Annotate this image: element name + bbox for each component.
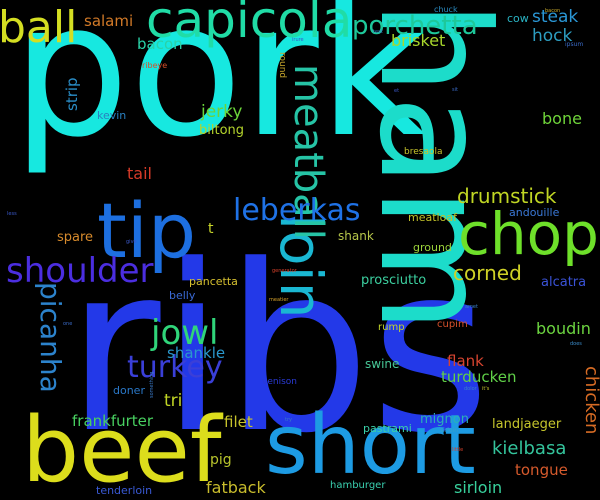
word-one: one bbox=[63, 321, 73, 327]
word-pastrami: pastrami bbox=[363, 422, 412, 435]
word-meatier: meatier bbox=[269, 297, 289, 303]
word-hamburger: hamburger bbox=[330, 480, 386, 491]
word-tri: tri bbox=[164, 391, 183, 411]
word-meatloaf: meatloaf bbox=[408, 211, 457, 224]
word-try: try bbox=[285, 417, 292, 423]
word-chicken: chicken bbox=[581, 366, 600, 435]
word-kevin: kevin bbox=[97, 109, 127, 122]
word-leberkas: leberkas bbox=[233, 193, 361, 228]
word-jowl: jowl bbox=[151, 313, 219, 353]
word-hock: hock bbox=[532, 26, 573, 46]
word-pig: pig bbox=[210, 452, 232, 468]
word-ribeye: ribeye bbox=[142, 61, 168, 70]
word-sirloin-small: sirloin bbox=[440, 427, 459, 434]
word-venison: venison bbox=[262, 377, 297, 387]
word-mignon: mignon bbox=[420, 412, 469, 427]
word-little: little bbox=[452, 447, 464, 453]
word-spare: spare bbox=[57, 230, 94, 245]
word-text: text bbox=[373, 29, 383, 35]
word-shoulder: shoulder bbox=[6, 251, 154, 291]
word-picanha: picanha bbox=[34, 282, 67, 393]
word-bone: bone bbox=[542, 109, 582, 128]
word-pancetta: pancetta bbox=[189, 275, 238, 288]
word-shankle: shankle bbox=[167, 344, 226, 362]
word-jerky: jerky bbox=[201, 102, 243, 122]
word-does: does bbox=[570, 341, 582, 347]
word-alcatra: alcatra bbox=[541, 275, 587, 290]
word-kielbasa: kielbasa bbox=[492, 438, 567, 459]
word-t: t bbox=[208, 221, 214, 237]
word-round: round bbox=[277, 52, 287, 79]
word-cow: cow bbox=[507, 12, 529, 25]
word-fatback: fatback bbox=[206, 478, 266, 497]
word-short: short bbox=[265, 398, 476, 493]
word-belly: belly bbox=[169, 289, 196, 302]
word-amet: amet bbox=[465, 304, 478, 310]
word-bresaola: bresaola bbox=[404, 147, 443, 157]
word-brisket: brisket bbox=[391, 31, 446, 50]
word-turkey: turkey bbox=[127, 350, 223, 385]
word-tongue: tongue bbox=[515, 461, 568, 479]
word-et: et bbox=[394, 88, 400, 94]
word-ball: ball bbox=[0, 2, 78, 53]
word-sirloin: sirloin bbox=[454, 478, 503, 497]
word-chuck: chuck bbox=[434, 5, 458, 14]
word-less: less bbox=[7, 211, 17, 217]
word-capicola: capicola bbox=[146, 0, 353, 49]
word-irure: irure bbox=[292, 37, 304, 43]
word-boudin: boudin bbox=[536, 319, 591, 338]
word-cupim: cupim bbox=[437, 319, 468, 330]
word-chop: chop bbox=[458, 200, 599, 268]
word-generator: generator bbox=[272, 268, 297, 274]
word-tip: tip bbox=[97, 186, 197, 275]
word-bacon-small: bacon bbox=[545, 8, 561, 14]
word-give: give bbox=[126, 239, 137, 245]
word-corned: corned bbox=[453, 261, 522, 285]
word-something: something bbox=[149, 371, 155, 398]
word-filet: filet bbox=[224, 413, 253, 431]
word-biltong: biltong bbox=[199, 123, 245, 138]
word-doner: doner bbox=[113, 384, 145, 397]
word-drumstick: drumstick bbox=[457, 184, 557, 208]
word-prosciutto: prosciutto bbox=[361, 273, 427, 288]
word-turducken: turducken bbox=[441, 368, 517, 386]
word-flank: flank bbox=[447, 352, 484, 370]
word-landjaeger: landjaeger bbox=[492, 417, 562, 432]
word-rump: rump bbox=[378, 322, 405, 333]
word-its: it's bbox=[482, 386, 490, 392]
word-andouille: andouille bbox=[509, 206, 560, 219]
word-beef: beef bbox=[22, 398, 222, 500]
word-bacon: bacon bbox=[137, 35, 183, 53]
word-tail: tail bbox=[127, 164, 152, 183]
word-strip: strip bbox=[63, 77, 81, 111]
word-dolor: dolor bbox=[464, 386, 477, 392]
word-ipsum: ipsum bbox=[565, 41, 584, 48]
word-sit: sit bbox=[452, 87, 458, 93]
word-tenderloin: tenderloin bbox=[96, 484, 153, 497]
word-salami: salami bbox=[84, 12, 134, 30]
word-steak: steak bbox=[532, 7, 579, 27]
word-ribs: ribs bbox=[66, 217, 491, 484]
word-shank: shank bbox=[338, 229, 374, 243]
word-porchetta: porchetta bbox=[352, 11, 478, 41]
word-swine: swine bbox=[365, 357, 400, 371]
word-pork: pork bbox=[12, 0, 426, 178]
word-ground: ground bbox=[413, 241, 452, 254]
word-frankfurter: frankfurter bbox=[72, 412, 154, 430]
